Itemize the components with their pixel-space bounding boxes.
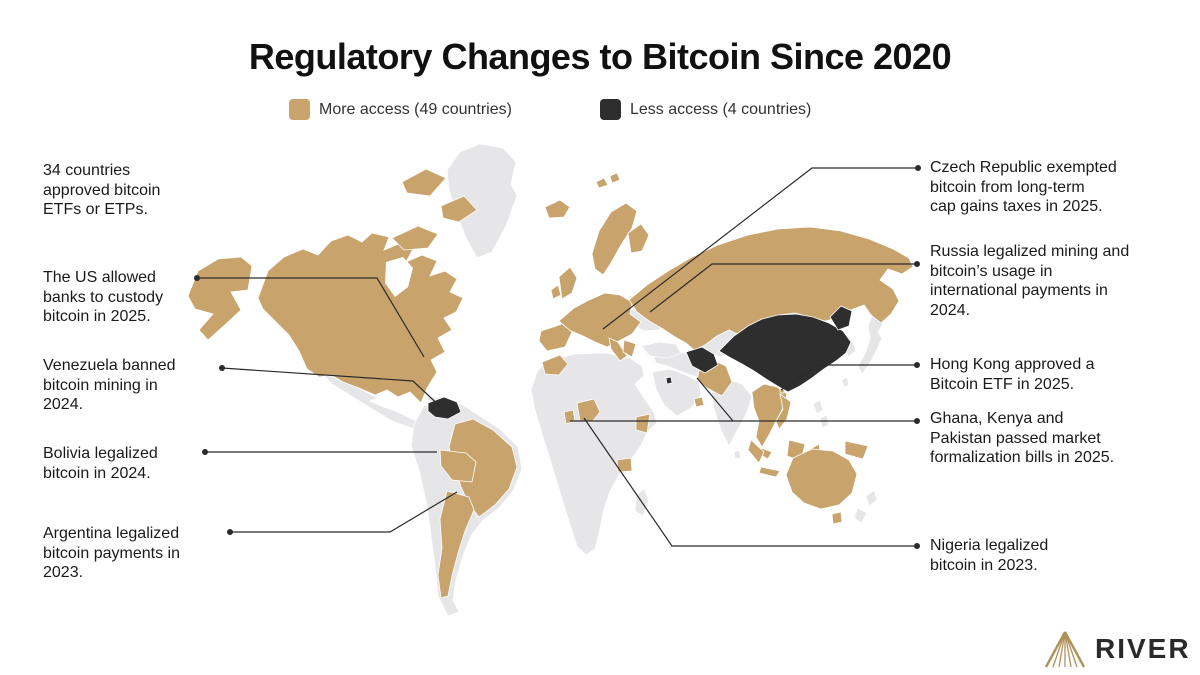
country-sri-lanka (733, 449, 742, 460)
country-nigeria (576, 398, 601, 423)
country-india (709, 378, 753, 447)
country-afghanistan (685, 346, 719, 374)
annotation-nigeria: Nigeria legalized bitcoin in 2023. (930, 537, 1049, 574)
country-argentina (437, 490, 475, 599)
annotation-dot-us (194, 275, 200, 281)
country-morocco (541, 354, 569, 376)
country-turkey (640, 341, 682, 359)
annotation-hong-kong: Hong Kong approved a Bitcoin ETF in 2025… (930, 356, 1095, 393)
country-united-kingdom (558, 266, 578, 300)
legend-label-more: More access (49 countries) (319, 100, 512, 118)
region-continental-europe (558, 292, 642, 348)
legend-item-more-access: More access (49 countries) (289, 99, 512, 120)
annotation-dot-russia (914, 261, 920, 267)
river-wordmark: RIVER (1095, 633, 1191, 664)
region-tasmania (831, 511, 843, 525)
region-africa-neutral (530, 352, 658, 556)
annotation-venezuela: Venezuela banned bitcoin mining in 2024. (43, 357, 176, 413)
leader-line-russia (649, 263, 917, 313)
annotation-dot-czech-republic (915, 165, 921, 171)
country-china-northeast (829, 305, 853, 331)
page-title: Regulatory Changes to Bitcoin Since 2020 (248, 36, 952, 77)
country-indonesia (747, 439, 822, 478)
country-taiwan (841, 376, 850, 388)
svalbard-islands (595, 172, 621, 189)
annotation-dot-ghana (914, 418, 920, 424)
country-vietnam (775, 393, 792, 430)
country-philippines (812, 399, 830, 429)
leader-line-pakistan-branch (696, 377, 734, 422)
country-uae (693, 396, 705, 408)
annotation-dot-hong-kong (914, 362, 920, 368)
country-china (718, 313, 852, 393)
annotation-etf-countries: 34 countries approved bitcoin ETFs or ET… (43, 162, 161, 218)
hudson-bay (385, 257, 413, 297)
country-italy (608, 337, 628, 362)
annotation-dot-bolivia (202, 449, 208, 455)
country-canada-us (257, 232, 464, 404)
annotation-ghana-kenya-pakistan: Ghana, Kenya and Pakistan passed market … (930, 410, 1115, 466)
country-russia (628, 226, 914, 351)
river-pyramid-icon (1044, 631, 1086, 668)
less-access-swatch-icon (599, 99, 621, 120)
region-balkans (622, 339, 637, 358)
less-access-countries (427, 305, 853, 420)
arctic-islands (391, 168, 478, 251)
more-access-swatch-icon (289, 99, 310, 120)
country-australia (785, 448, 858, 510)
annotation-argentina: Argentina legalized bitcoin payments in … (43, 525, 180, 581)
legend-label-less: Less access (4 countries) (629, 100, 812, 118)
leader-line-venezuela (221, 367, 446, 412)
annotation-us: The US allowed banks to custody bitcoin … (43, 269, 164, 325)
annotation-czech-republic: Czech Republic exempted bitcoin from lon… (930, 159, 1117, 215)
country-kuwait (665, 376, 673, 385)
annotation-dot-venezuela (219, 365, 225, 371)
annotation-bolivia: Bolivia legalized bitcoin in 2024. (43, 445, 158, 482)
annotation-dot-argentina (227, 529, 233, 535)
country-ireland (550, 284, 562, 300)
country-japan (857, 311, 885, 375)
country-bolivia (439, 449, 477, 483)
river-logo: RIVER (1043, 629, 1191, 669)
region-iberia (538, 323, 573, 352)
country-ghana (563, 409, 576, 425)
leader-line-us (197, 277, 425, 358)
neutral-countries (320, 143, 885, 617)
region-scandinavia (591, 202, 638, 276)
country-papua-new-guinea (844, 440, 869, 460)
leader-lines (194, 165, 921, 549)
leader-line-hong-kong (780, 364, 917, 391)
leader-line-argentina (230, 491, 458, 533)
country-kenya (635, 413, 651, 434)
country-finland (627, 223, 650, 254)
more-access-countries (187, 168, 914, 599)
country-iceland (544, 199, 571, 219)
annotation-russia: Russia legalized mining and bitcoin’s us… (930, 243, 1130, 319)
annotation-dot-nigeria (914, 543, 920, 549)
leader-line-nigeria (583, 417, 917, 547)
country-new-zealand (853, 489, 878, 524)
legend-item-less-access: Less access (4 countries) (599, 99, 812, 120)
leader-line-czech-republic (602, 167, 918, 330)
region-southeast-asia (751, 383, 788, 448)
legend: More access (49 countries) Less access (… (289, 99, 811, 120)
